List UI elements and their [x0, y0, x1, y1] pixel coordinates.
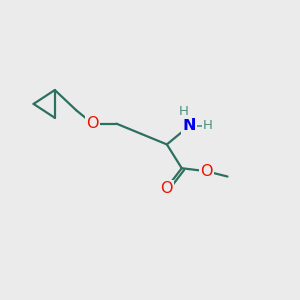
Text: O: O — [160, 181, 172, 196]
Text: O: O — [200, 164, 212, 179]
Text: O: O — [86, 116, 99, 131]
Text: H: H — [202, 119, 212, 133]
Text: N: N — [182, 118, 196, 134]
Text: H: H — [178, 105, 188, 118]
